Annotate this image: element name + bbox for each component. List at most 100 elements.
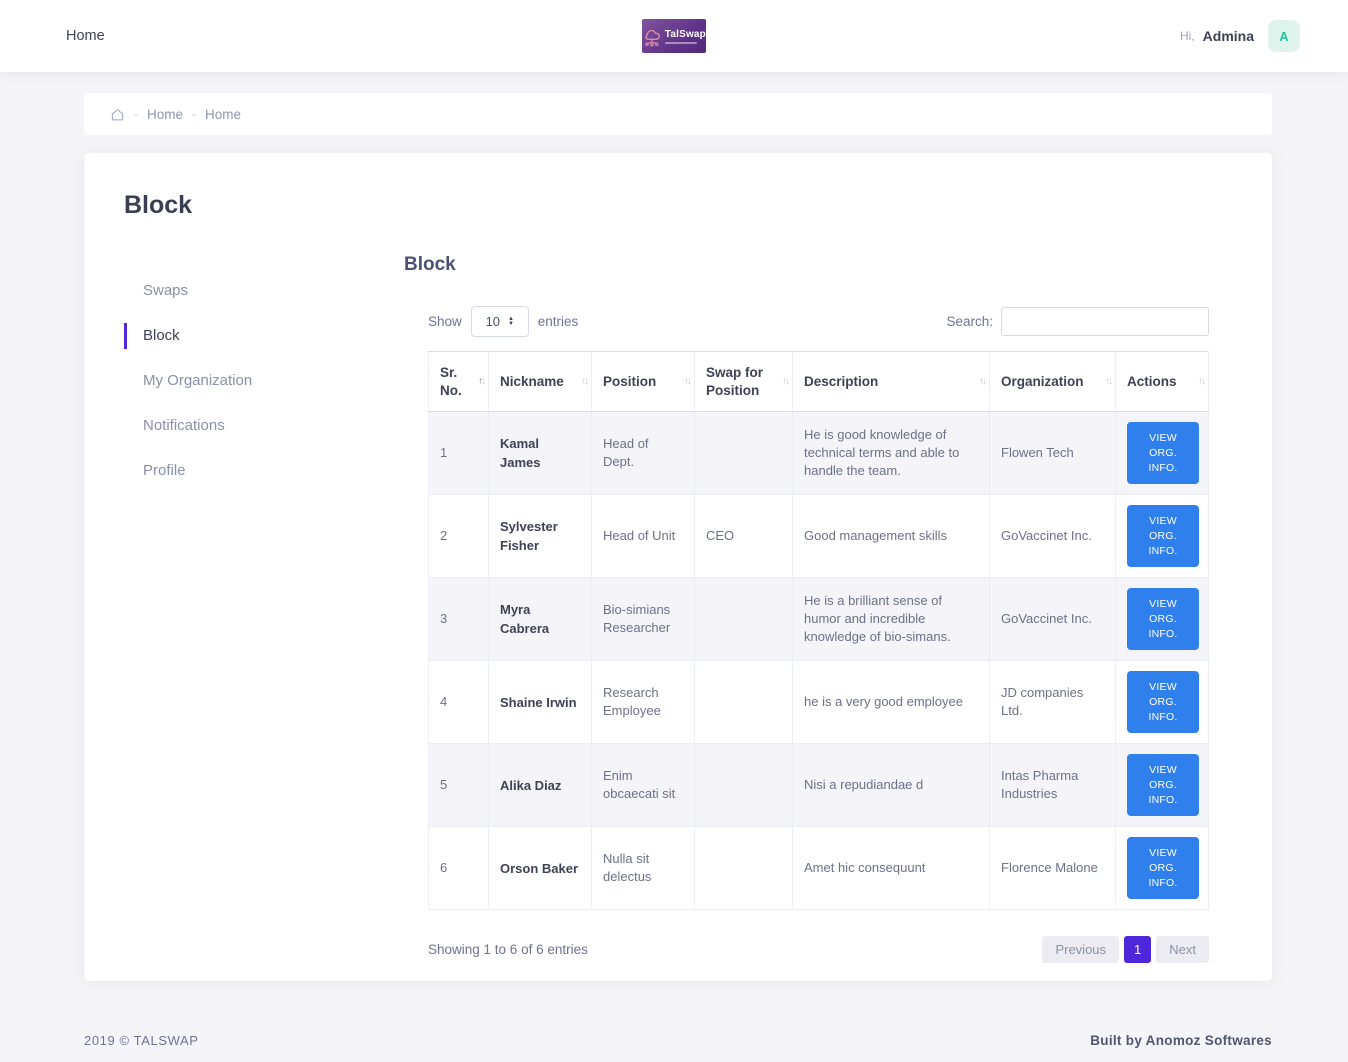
main-card: Block Swaps Block My Organization Notificat… <box>84 153 1272 981</box>
breadcrumb-separator: - <box>134 107 138 121</box>
breadcrumb-link-home-2[interactable]: Home <box>205 106 242 122</box>
sort-desc-arrow: ↓ <box>481 375 486 387</box>
column-header-description[interactable]: Description ↑ ↓ <box>792 351 990 412</box>
cell-actions: VIEW ORG. INFO. <box>1115 577 1209 661</box>
page-1-button[interactable]: 1 <box>1124 936 1152 963</box>
column-header-nickname[interactable]: Nickname ↑ ↓ <box>488 351 592 412</box>
search-input[interactable] <box>1001 307 1209 336</box>
username-label: Admina <box>1202 28 1254 44</box>
cell-sr-no: 6 <box>428 826 489 910</box>
column-header-swap-for-position[interactable]: Swap for Position ↑ ↓ <box>694 351 793 412</box>
nav-home-link[interactable]: Home <box>66 28 105 44</box>
cell-actions: VIEW ORG. INFO. <box>1115 494 1209 578</box>
column-header-position[interactable]: Position ↑ ↓ <box>591 351 695 412</box>
table-header-row: Sr. No. ↑ ↓ Nickname ↑ ↓ Position ↑ ↓ Swap for Po… <box>428 351 1209 412</box>
breadcrumb-link-home-1[interactable]: Home <box>147 106 184 122</box>
avatar[interactable]: A <box>1268 20 1300 52</box>
view-org-info-button[interactable]: VIEW ORG. INFO. <box>1127 837 1199 899</box>
sidebar-item-profile[interactable]: Profile <box>124 458 404 484</box>
sort-asc-arrow: ↑ <box>782 375 787 387</box>
user-menu[interactable]: Hi, Admina A <box>1180 20 1300 52</box>
home-icon[interactable] <box>110 107 125 122</box>
entries-label: entries <box>537 314 579 329</box>
previous-page-button[interactable]: Previous <box>1042 936 1120 963</box>
cell-nickname: Myra Cabrera <box>488 577 592 661</box>
column-header-label: Description <box>804 373 879 389</box>
cell-description: He is good knowledge of technical terms … <box>792 411 990 495</box>
cell-description: he is a very good employee <box>792 660 990 744</box>
cell-organization: Flowen Tech <box>989 411 1116 495</box>
column-header-sr-no[interactable]: Sr. No. ↑ ↓ <box>428 351 489 412</box>
sidebar-item-my-organization[interactable]: My Organization <box>124 368 404 394</box>
cell-description: Good management skills <box>792 494 990 578</box>
cell-sr-no: 2 <box>428 494 489 578</box>
entries-select[interactable]: 10 ▲ ▼ <box>470 306 529 337</box>
cell-swap-for-position <box>694 577 793 661</box>
cell-description: Nisi a repudiandae d <box>792 743 990 827</box>
column-header-label: Sr. No. <box>440 364 462 398</box>
view-org-info-button[interactable]: VIEW ORG. INFO. <box>1127 422 1199 484</box>
select-arrows-icon: ▲ ▼ <box>508 315 514 327</box>
sidebar-menu: Swaps Block My Organization Notifications Pr… <box>124 254 404 963</box>
sidebar-item-notifications[interactable]: Notifications <box>124 413 404 439</box>
sort-icon: ↑ ↓ <box>782 373 790 391</box>
cell-sr-no: 4 <box>428 660 489 744</box>
column-header-label: Actions <box>1127 373 1177 389</box>
sort-icon: ↑ ↓ <box>979 373 987 391</box>
sort-icon: ↑ ↓ <box>1105 373 1113 391</box>
column-header-label: Nickname <box>500 373 564 389</box>
breadcrumb: - Home - Home <box>84 93 1272 135</box>
next-page-button[interactable]: Next <box>1156 936 1209 963</box>
view-org-info-button[interactable]: VIEW ORG. INFO. <box>1127 588 1199 650</box>
sidebar-menu-list: Swaps Block My Organization Notifications Pr… <box>124 278 404 484</box>
block-table: Sr. No. ↑ ↓ Nickname ↑ ↓ Position ↑ ↓ Swap for Po… <box>428 351 1209 910</box>
column-header-label: Swap for Position <box>706 364 764 398</box>
section-title: Block <box>404 254 456 275</box>
cell-position: Nulla sit delectus <box>591 826 695 910</box>
view-org-info-button[interactable]: VIEW ORG. INFO. <box>1127 754 1199 816</box>
sort-icon: ↑ ↓ <box>1198 373 1206 391</box>
copyright-text: 2019 © TALSWAP <box>84 1033 199 1048</box>
sort-icon: ↑ ↓ <box>581 373 589 391</box>
talswap-logo[interactable]: TalSwap <box>642 19 706 53</box>
cell-position: Enim obcaecati sit <box>591 743 695 827</box>
sort-desc-arrow: ↓ <box>1201 375 1206 387</box>
cell-actions: VIEW ORG. INFO. <box>1115 826 1209 910</box>
sidebar-item-block[interactable]: Block <box>124 323 404 349</box>
cell-actions: VIEW ORG. INFO. <box>1115 660 1209 744</box>
greeting-label: Hi, <box>1179 29 1195 43</box>
cell-nickname: Alika Diaz <box>488 743 592 827</box>
cell-nickname: Shaine Irwin <box>488 660 592 744</box>
pagination: Previous 1 Next <box>1042 936 1209 963</box>
view-org-info-button[interactable]: VIEW ORG. INFO. <box>1127 505 1199 567</box>
cell-swap-for-position <box>694 826 793 910</box>
top-navbar: Home TalSwap Hi, Admina A <box>0 0 1348 72</box>
sort-asc-arrow: ↑ <box>1198 375 1203 387</box>
breadcrumb-separator: - <box>192 107 197 121</box>
table-row: 4 Shaine Irwin Research Employee he is a ve… <box>428 660 1209 744</box>
search-label: Search: <box>946 314 993 329</box>
view-org-info-button[interactable]: VIEW ORG. INFO. <box>1127 671 1199 733</box>
column-header-organization[interactable]: Organization ↑ ↓ <box>989 351 1116 412</box>
cell-position: Research Employee <box>591 660 695 744</box>
cell-organization: Intas Pharma Industries <box>989 743 1116 827</box>
sidebar-item-label: Notifications <box>143 417 225 434</box>
column-header-actions[interactable]: Actions ↑ ↓ <box>1115 351 1209 412</box>
built-by-text: Built by Anomoz Softwares <box>1090 1033 1272 1048</box>
sort-asc-arrow: ↑ <box>478 375 483 387</box>
table-row: 6 Orson Baker Nulla sit delectus Amet hic c… <box>428 826 1209 910</box>
table-body: 1 Kamal James Head of Dept. He is good know… <box>428 411 1209 910</box>
logo-tagline <box>664 41 697 44</box>
cell-organization: GoVaccinet Inc. <box>989 494 1116 578</box>
cell-organization: GoVaccinet Inc. <box>989 577 1116 661</box>
cell-sr-no: 3 <box>428 577 489 661</box>
logo-title: TalSwap <box>664 28 706 40</box>
cell-position: Head of Dept. <box>591 411 695 495</box>
cell-sr-no: 5 <box>428 743 489 827</box>
cell-description: He is a brilliant sense of humor and inc… <box>792 577 990 661</box>
cell-sr-no: 1 <box>428 411 489 495</box>
sidebar-item-swaps[interactable]: Swaps <box>124 278 404 304</box>
page-footer: 2019 © TALSWAP Built by Anomoz Softwares <box>84 1033 1272 1048</box>
sidebar-item-label: Block <box>143 327 180 344</box>
cell-position: Head of Unit <box>591 494 695 578</box>
